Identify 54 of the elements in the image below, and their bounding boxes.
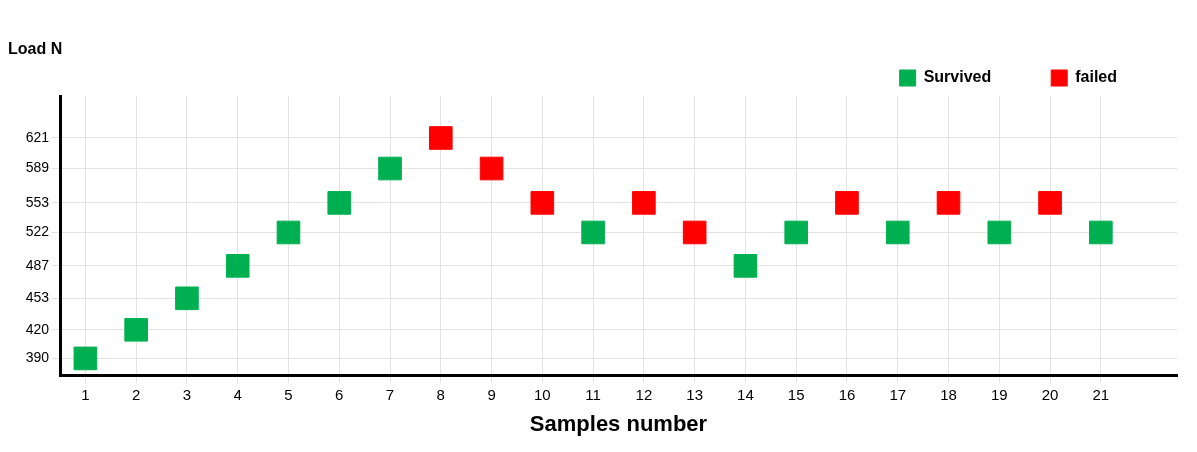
point — [1038, 191, 1062, 215]
x-tick-label: 20 — [1041, 385, 1059, 403]
x-tick-label: 13 — [686, 385, 703, 403]
x-axis-title: Samples number — [529, 410, 708, 436]
point — [530, 191, 555, 215]
y-tick-label: 420 — [25, 320, 50, 337]
point — [682, 220, 707, 245]
x-tick-label: 9 — [487, 385, 496, 403]
x-tick-label: 5 — [284, 385, 293, 403]
x-tick-label: 1 — [81, 385, 90, 403]
x-tick-label: 11 — [585, 385, 601, 403]
x-tick-label: 21 — [1092, 385, 1110, 403]
x-tick-label: 7 — [385, 385, 395, 403]
point — [225, 254, 250, 278]
x-tick-label: 18 — [940, 385, 957, 403]
x-tick-label: 4 — [233, 385, 242, 403]
y-tick-label: 487 — [25, 256, 50, 273]
point — [733, 254, 758, 278]
point — [885, 220, 910, 245]
point — [428, 126, 453, 150]
legend-label: failed — [1075, 68, 1118, 86]
legend-label: Survived — [923, 68, 992, 86]
point — [987, 220, 1012, 245]
point — [175, 286, 199, 311]
point — [936, 191, 961, 215]
x-tick-label: 17 — [889, 385, 907, 403]
point — [327, 191, 352, 215]
x-tick-label: 10 — [534, 385, 551, 403]
point — [73, 346, 98, 371]
y-axis-title: Load N — [8, 40, 64, 58]
x-tick-label: 6 — [335, 385, 344, 403]
point — [632, 191, 656, 215]
x-tick-label: 8 — [436, 385, 445, 403]
point — [124, 317, 148, 342]
point — [581, 220, 605, 245]
point — [784, 220, 809, 245]
x-tick-label: 3 — [182, 385, 192, 403]
y-tick-label: 453 — [25, 289, 50, 306]
x-tick-label: 14 — [737, 385, 754, 403]
y-tick-label: 553 — [25, 193, 50, 210]
x-tick-label: 15 — [787, 385, 805, 403]
x-tick-label: 12 — [635, 385, 653, 403]
y-tick-label: 522 — [25, 223, 50, 240]
x-tick-label: 19 — [990, 385, 1008, 403]
y-tick-label: 589 — [25, 159, 50, 176]
x-tick-label: 2 — [131, 385, 141, 403]
y-tick-label: 621 — [25, 128, 50, 145]
point — [378, 156, 402, 181]
x-tick-label: 16 — [838, 385, 856, 403]
point — [479, 156, 504, 181]
y-tick-label: 390 — [25, 349, 50, 366]
point — [276, 220, 301, 245]
point — [1089, 220, 1113, 245]
point — [835, 191, 859, 215]
